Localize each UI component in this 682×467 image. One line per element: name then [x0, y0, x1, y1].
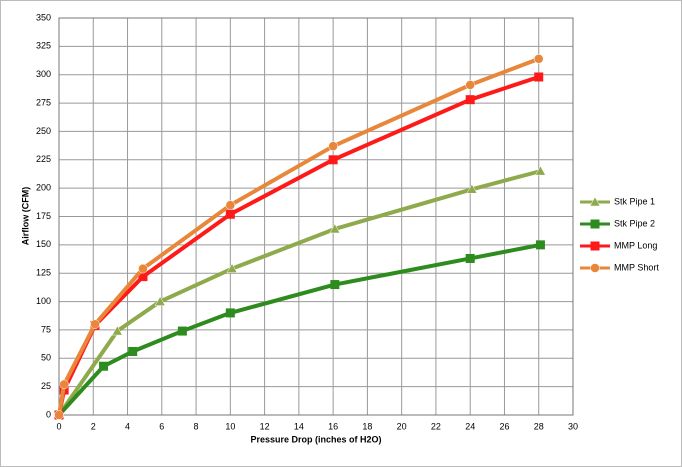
point	[111, 325, 123, 336]
y-tick-label: 250	[36, 126, 51, 136]
point	[465, 80, 475, 90]
point	[225, 200, 236, 210]
point	[138, 272, 148, 282]
point	[177, 326, 187, 336]
legend-label: Stk Pipe 1	[614, 196, 655, 206]
x-tick-label: 26	[499, 421, 509, 431]
point	[466, 183, 478, 194]
y-tick-label: 175	[36, 211, 51, 221]
legend-label: MMP Long	[614, 240, 657, 250]
point	[328, 141, 338, 151]
point	[154, 296, 166, 306]
point	[225, 308, 235, 318]
x-tick-label: 20	[397, 421, 407, 431]
point	[90, 319, 100, 330]
x-axis-title: Pressure Drop (inches of H2O)	[250, 434, 381, 444]
y-tick-label: 150	[36, 239, 51, 249]
x-tick-label: 14	[294, 421, 304, 431]
y-axis-title: Airflow (CFM)	[20, 187, 30, 246]
y-tick-label: 100	[36, 296, 51, 306]
y-tick-label: 225	[36, 154, 51, 164]
x-tick-label: 16	[328, 421, 338, 431]
point	[535, 240, 545, 250]
y-tick-label: 350	[36, 12, 51, 22]
x-tick-label: 8	[194, 421, 199, 431]
point	[533, 54, 544, 64]
y-tick-label: 275	[36, 97, 51, 107]
y-tick-label: 325	[36, 41, 51, 51]
point	[534, 72, 544, 82]
point	[54, 410, 64, 420]
point	[590, 263, 600, 273]
y-tick-label: 200	[36, 183, 51, 193]
point	[226, 263, 238, 273]
x-tick-label: 12	[260, 421, 270, 431]
point	[328, 155, 338, 165]
y-tick-label: 75	[41, 324, 51, 334]
x-tick-label: 24	[465, 421, 475, 431]
y-tick-label: 50	[41, 353, 51, 363]
point	[329, 223, 341, 234]
series-line	[57, 56, 540, 416]
point	[465, 253, 475, 263]
x-tick-label: 30	[568, 421, 578, 431]
x-tick-label: 6	[159, 421, 164, 431]
point	[99, 361, 109, 371]
y-tick-label: 25	[41, 381, 51, 391]
x-tick-label: 2	[91, 421, 96, 431]
point	[465, 95, 475, 105]
point	[225, 209, 235, 219]
series-line	[57, 242, 541, 417]
point	[589, 196, 601, 207]
y-tick-label: 125	[36, 268, 51, 278]
point	[535, 165, 546, 176]
series-line	[57, 75, 540, 416]
x-tick-label: 10	[225, 421, 235, 431]
point	[590, 219, 600, 229]
x-tick-label: 0	[56, 421, 61, 431]
point	[138, 263, 148, 274]
x-tick-label: 22	[431, 421, 441, 431]
y-tick-label: 300	[36, 69, 51, 79]
y-tick-label: 0	[46, 409, 51, 419]
plot-frame	[58, 17, 574, 416]
point	[590, 241, 600, 251]
point	[59, 379, 69, 390]
x-tick-label: 18	[362, 421, 372, 431]
legend-label: Stk Pipe 2	[614, 218, 655, 228]
point	[128, 346, 138, 356]
x-tick-label: 28	[534, 421, 544, 431]
x-tick-label: 4	[125, 421, 130, 431]
legend-label: MMP Short	[614, 262, 659, 272]
point	[330, 280, 340, 290]
